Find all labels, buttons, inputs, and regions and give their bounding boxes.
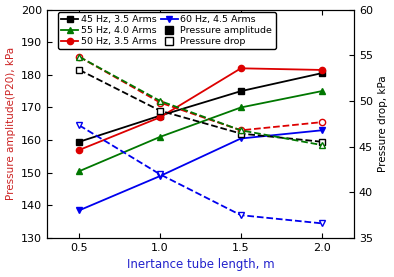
Legend: 45 Hz, 3.5 Arms, 55 Hz, 4.0 Arms, 50 Hz, 3.5 Arms, 60 Hz, 4.5 Arms, Pressure amp: 45 Hz, 3.5 Arms, 55 Hz, 4.0 Arms, 50 Hz,…: [58, 12, 276, 49]
Y-axis label: Pressure drop, kPa: Pressure drop, kPa: [379, 75, 388, 172]
Y-axis label: Pressure amplitude(P20), kPa: Pressure amplitude(P20), kPa: [6, 47, 15, 200]
X-axis label: Inertance tube length, m: Inertance tube length, m: [127, 258, 274, 271]
